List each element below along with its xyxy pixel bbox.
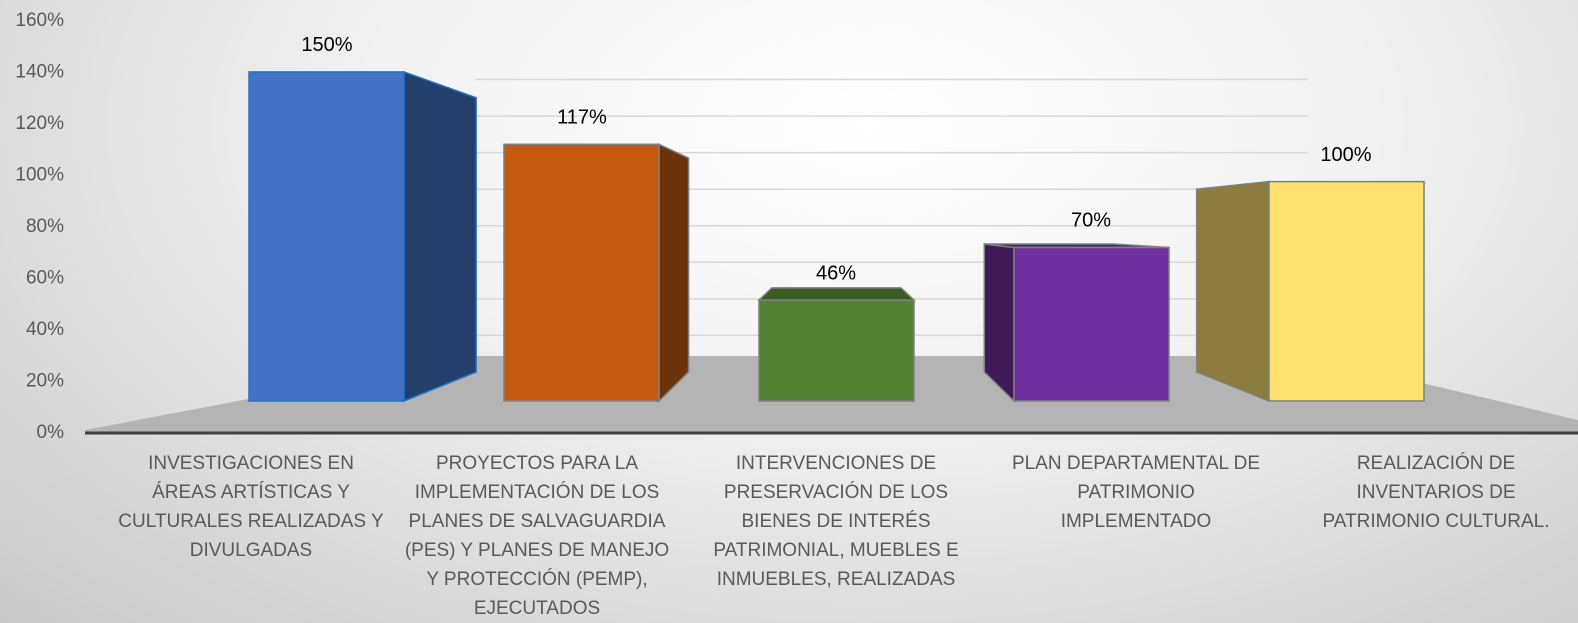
y-tick-label: 80% bbox=[26, 216, 64, 237]
bar bbox=[248, 70, 477, 403]
y-tick-label: 0% bbox=[37, 422, 65, 443]
value-label: 70% bbox=[1071, 210, 1111, 232]
y-tick-label: 140% bbox=[15, 62, 64, 83]
x-tick-label: PROYECTOS PARA LA IMPLEMENTACIÓN DE LOS … bbox=[404, 453, 670, 619]
x-tick-label: REALIZACIÓN DE INVENTARIOS DE PATRIMONIO… bbox=[1322, 453, 1550, 532]
y-tick-label: 20% bbox=[26, 371, 64, 392]
value-label: 117% bbox=[557, 107, 607, 129]
y-tick-label: 40% bbox=[26, 319, 64, 340]
value-label: 150% bbox=[301, 34, 352, 56]
bar-side bbox=[403, 70, 477, 403]
y-tick-label: 120% bbox=[15, 113, 64, 134]
bar bbox=[1195, 180, 1425, 403]
value-label: 100% bbox=[1320, 144, 1371, 166]
bar-front bbox=[1268, 180, 1425, 402]
y-tick-label: 100% bbox=[15, 165, 64, 186]
x-tick-label: INVESTIGACIONES EN ÁREAS ARTÍSTICAS Y CU… bbox=[118, 453, 384, 561]
x-tick-label: INTERVENCIONES DE PRESERVACIÓN DE LOS BI… bbox=[713, 453, 959, 590]
bar-front bbox=[248, 71, 405, 402]
y-tick-label: 160% bbox=[15, 10, 64, 31]
bar-front bbox=[503, 143, 660, 402]
x-tick-label: PLAN DEPARTAMENTAL DE PATRIMONIO IMPLEME… bbox=[1011, 453, 1261, 532]
y-tick-label: 60% bbox=[26, 268, 64, 289]
bar bbox=[503, 143, 690, 403]
bar-side bbox=[658, 143, 690, 403]
bar bbox=[983, 243, 1170, 403]
bar-front bbox=[1013, 246, 1170, 402]
bar bbox=[757, 287, 916, 402]
bar-top bbox=[757, 287, 916, 301]
value-label: 46% bbox=[816, 262, 856, 284]
bar-front bbox=[758, 299, 915, 402]
bar-side bbox=[1195, 180, 1270, 403]
